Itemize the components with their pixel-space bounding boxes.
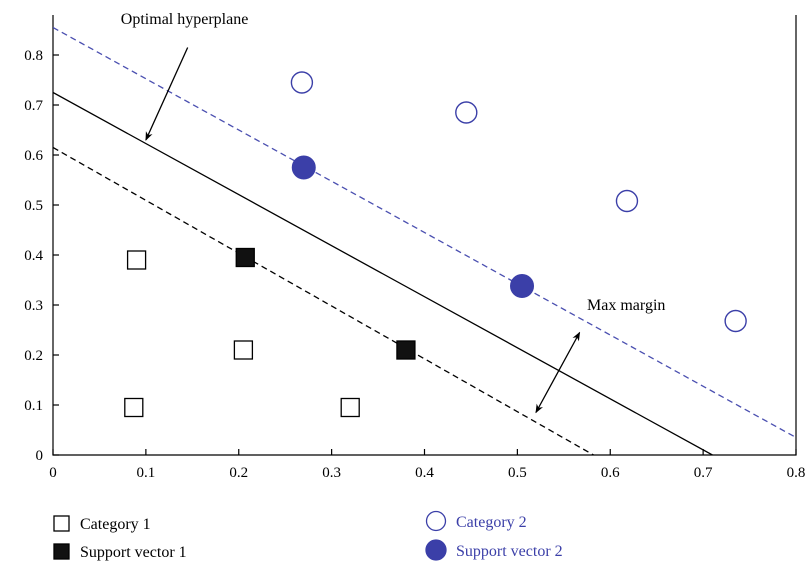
optimal-hyperplane-label: Optimal hyperplane [121, 11, 249, 28]
y-tick-label: 0.2 [24, 348, 43, 364]
support-vector-1-point [235, 247, 255, 268]
legend-marker-circle-open [425, 510, 447, 532]
category-1-point [233, 340, 254, 360]
hyperplane-pointer-arrow [145, 47, 189, 141]
y-tick-label: 0.6 [24, 148, 43, 164]
category-2-point [615, 189, 639, 213]
legend-marker-circle-filled [425, 539, 447, 561]
upper-margin-line [53, 26, 796, 439]
y-tick-label: 0 [36, 448, 44, 464]
y-tick-label: 0.8 [24, 48, 43, 64]
legend-label-category-1: Category 1 [80, 516, 151, 533]
x-tick-label: 0.6 [601, 465, 620, 481]
boundary-lines [53, 26, 796, 455]
legend-item-support-vector-1: Support vector 1 [53, 543, 187, 561]
category-2-point [455, 101, 478, 124]
legend: Category 1 Support vector 1 Category 2 S… [53, 510, 563, 561]
legend-item-support-vector-2: Support vector 2 [425, 539, 563, 561]
x-tick-label: 0.4 [415, 465, 434, 481]
y-tick-label: 0.7 [24, 98, 43, 114]
legend-item-category-2: Category 2 [425, 510, 527, 532]
y-tick-label: 0.3 [24, 298, 43, 314]
category-1-point [340, 397, 360, 418]
support-vector-2-point [291, 155, 316, 180]
legend-marker-square-open [53, 515, 70, 532]
max-margin-double-arrow [535, 331, 581, 414]
legend-label-support-vector-2: Support vector 2 [456, 543, 563, 560]
support-vector-2-point [510, 274, 535, 298]
x-tick-label: 0 [49, 465, 57, 481]
support-vector-1-point [396, 340, 416, 360]
category-1-point [124, 397, 144, 418]
legend-label-support-vector-1: Support vector 1 [80, 544, 187, 561]
annotations: Optimal hyperplane Max margin [121, 11, 665, 414]
plot-frame [52, 15, 797, 456]
y-tick-label: 0.4 [24, 248, 43, 264]
max-margin-label: Max margin [587, 297, 665, 314]
category-2-point [290, 71, 314, 94]
y-tick-label: 0.5 [24, 198, 43, 214]
legend-item-category-1: Category 1 [53, 515, 151, 533]
lower-margin-line [53, 146, 594, 455]
x-tick-label: 0.8 [787, 465, 806, 481]
axes: 0 0.1 0.2 0.3 0.4 0.5 0.6 0.7 0.8 0 0.1 0.2 0.3 0.4 0.… [24, 15, 805, 481]
x-tick-label: 0.1 [137, 465, 156, 481]
x-tick-label: 0.7 [694, 465, 713, 481]
legend-marker-square-filled [53, 543, 70, 560]
x-tick-label: 0.3 [322, 465, 341, 481]
x-tick-label: 0.5 [508, 465, 527, 481]
category-1-point [126, 250, 147, 270]
hyperplane-line [53, 91, 713, 455]
category-2-point [724, 309, 747, 333]
x-tick-label: 0.2 [229, 465, 248, 481]
data-points [124, 71, 747, 418]
legend-label-category-2: Category 2 [456, 514, 527, 531]
y-tick-label: 0.1 [24, 398, 43, 414]
